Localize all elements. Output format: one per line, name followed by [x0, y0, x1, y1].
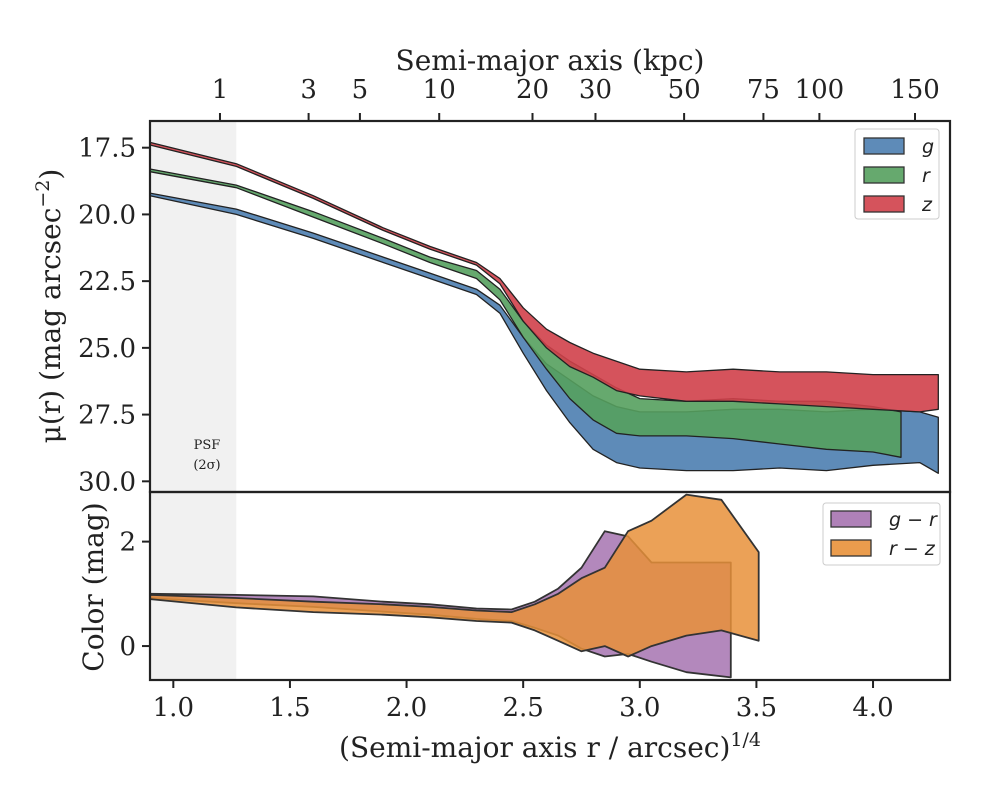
bottom-x-label-exponent: 1/4	[730, 729, 761, 751]
top-axis-title: Semi-major axis (kpc)	[396, 44, 705, 77]
color-tick-label: 2	[119, 528, 136, 558]
kpc-tick-label: 10	[423, 75, 456, 105]
x-tick-label: 4.0	[852, 693, 893, 723]
bottom-legend: g − r r − z	[822, 502, 941, 566]
top-y-label-tail: )	[34, 169, 67, 180]
mu-tick-label: 17.5	[78, 134, 136, 164]
kpc-tick-label: 1	[212, 75, 229, 105]
series-band-z	[149, 141, 939, 413]
psf-shade-bottom	[150, 492, 237, 680]
top-kpc-axis: 1 3 5 10 20 30 50 75 100 150	[212, 75, 940, 121]
legend-swatch	[830, 510, 872, 528]
legend-swatch	[863, 195, 905, 213]
top-y-label-exponent: −2	[32, 180, 54, 208]
color-band-r-z	[149, 493, 760, 658]
color-tick-label: 0	[119, 632, 136, 662]
top-series-layer	[149, 141, 939, 474]
legend-swatch	[863, 166, 905, 184]
kpc-tick-label: 100	[795, 75, 845, 105]
series-band-r	[149, 168, 902, 458]
psf-label-line2: (2σ)	[193, 458, 220, 473]
psf-label-line1: PSF	[194, 438, 221, 453]
legend-swatch	[830, 539, 872, 557]
top-y-label-main: μ(r) (mag arcsec	[34, 208, 67, 444]
kpc-tick-label: 75	[747, 75, 780, 105]
mu-tick-label: 27.5	[78, 401, 136, 431]
top-y-axis: 17.5 20.0 22.5 25.0 27.5 30.0	[78, 134, 150, 497]
legend-label: z	[921, 194, 933, 216]
mu-tick-label: 22.5	[78, 267, 136, 297]
x-tick-label: 2.5	[502, 693, 543, 723]
x-tick-label: 1.0	[153, 693, 194, 723]
bottom-series-layer	[149, 493, 760, 679]
x-tick-label: 1.5	[269, 693, 310, 723]
top-y-axis-label: μ(r) (mag arcsec−2)	[32, 169, 67, 444]
mu-tick-label: 20.0	[78, 200, 136, 230]
kpc-tick-label: 30	[579, 75, 612, 105]
kpc-tick-label: 5	[352, 75, 369, 105]
mu-tick-label: 25.0	[78, 334, 136, 364]
kpc-tick-label: 50	[668, 75, 701, 105]
kpc-tick-label: 150	[890, 75, 940, 105]
legend-label: r	[922, 165, 931, 187]
legend-label: g	[922, 136, 934, 158]
mu-tick-label: 30.0	[78, 467, 136, 497]
bottom-x-axis: 1.0 1.5 2.0 2.5 3.0 3.5 4.0	[153, 680, 894, 723]
legend-swatch	[863, 137, 905, 155]
kpc-tick-label: 3	[300, 75, 317, 105]
bottom-axes-frame	[148, 490, 952, 682]
bottom-x-label-main: (Semi-major axis r / arcsec)	[339, 731, 730, 764]
x-tick-label: 2.0	[386, 693, 427, 723]
legend-label: r − z	[889, 538, 936, 560]
x-tick-label: 3.0	[619, 693, 660, 723]
kpc-tick-label: 20	[516, 75, 549, 105]
bottom-y-axis: 02	[119, 528, 150, 662]
legend-label: g − r	[889, 509, 938, 531]
bottom-x-axis-label: (Semi-major axis r / arcsec)1/4	[339, 729, 761, 764]
x-tick-label: 3.5	[736, 693, 777, 723]
bottom-y-axis-label: Color (mag)	[77, 502, 110, 671]
top-legend: grz	[854, 128, 940, 220]
